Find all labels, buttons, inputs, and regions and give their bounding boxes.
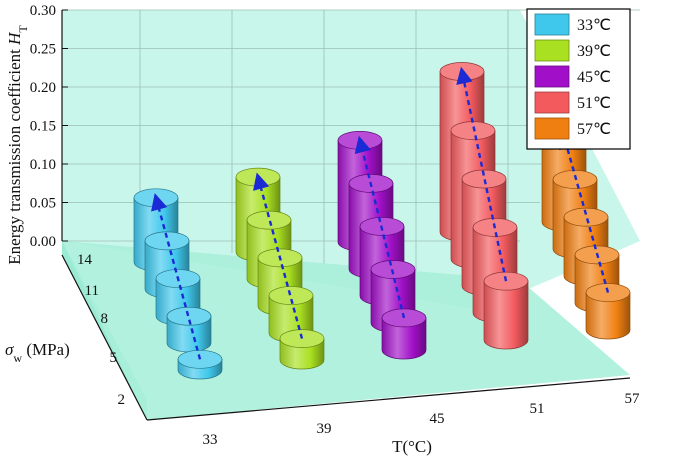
bar-39℃-2 bbox=[279, 329, 325, 370]
bar-top bbox=[166, 306, 212, 326]
trend-arrows bbox=[151, 66, 610, 360]
z-tick-label: 0.00 bbox=[30, 234, 56, 250]
z-tick-label: 0.20 bbox=[30, 80, 56, 96]
t-axis-line bbox=[146, 377, 631, 421]
legend-label: 51℃ bbox=[577, 95, 611, 112]
t-tick-label: 45 bbox=[430, 411, 445, 427]
t-tick-label: 39 bbox=[317, 421, 332, 437]
sigma-tick-label: 8 bbox=[101, 311, 109, 327]
legend: 33℃ 39℃ 45℃ 51℃ 57℃ bbox=[526, 8, 631, 150]
legend-label: 33℃ bbox=[577, 17, 611, 34]
bar-body bbox=[483, 280, 529, 350]
z-axis-title: Energy transmission coefficient HT bbox=[5, 25, 30, 265]
z-tick-label: 0.30 bbox=[30, 3, 56, 19]
bar-33℃-5 bbox=[166, 306, 212, 353]
z-tick-label: 0.25 bbox=[30, 42, 56, 58]
trend-arrow bbox=[559, 131, 610, 293]
trend-arrow bbox=[151, 193, 202, 360]
legend-swatch bbox=[534, 91, 570, 114]
bar-body bbox=[381, 317, 427, 360]
bar-body bbox=[585, 292, 631, 340]
bar-51℃-2 bbox=[483, 271, 529, 350]
sigma-tick-label: 11 bbox=[85, 283, 99, 299]
sigma-tick-label: 14 bbox=[77, 252, 93, 268]
sigma-tick-label: 5 bbox=[110, 350, 118, 366]
z-tick-label: 0.05 bbox=[30, 196, 56, 212]
t-tick-label: 33 bbox=[203, 432, 218, 448]
bar-top bbox=[246, 210, 292, 230]
legend-label: 45℃ bbox=[577, 69, 611, 86]
legend-swatch bbox=[534, 65, 570, 88]
trend-arrow bbox=[354, 135, 406, 319]
bar-top bbox=[450, 121, 496, 140]
legend-swatch bbox=[534, 13, 570, 36]
bar-33℃-2 bbox=[177, 349, 223, 380]
legend-swatch bbox=[534, 39, 570, 62]
sigma-axis-line bbox=[61, 254, 148, 421]
bar-top bbox=[563, 207, 609, 227]
legend-label: 57℃ bbox=[577, 121, 611, 138]
legend-swatch bbox=[534, 117, 570, 140]
z-tick-label: 0.10 bbox=[30, 157, 56, 173]
t-axis-title: T(°C) bbox=[392, 437, 432, 456]
bar-top bbox=[268, 286, 314, 305]
bar-top bbox=[144, 231, 190, 251]
legend-label: 39℃ bbox=[577, 43, 611, 60]
bar-top bbox=[461, 169, 507, 189]
trend-arrow bbox=[253, 172, 304, 339]
t-tick-label: 51 bbox=[530, 401, 545, 417]
t-tick-label: 57 bbox=[625, 391, 641, 407]
sigma-tick-label: 2 bbox=[118, 392, 126, 408]
bars-group bbox=[133, 62, 631, 380]
z-tick-label: 0.15 bbox=[30, 119, 56, 135]
bar-57℃-2 bbox=[585, 283, 631, 340]
sigma-axis-title: σw (MPa) bbox=[5, 340, 70, 365]
